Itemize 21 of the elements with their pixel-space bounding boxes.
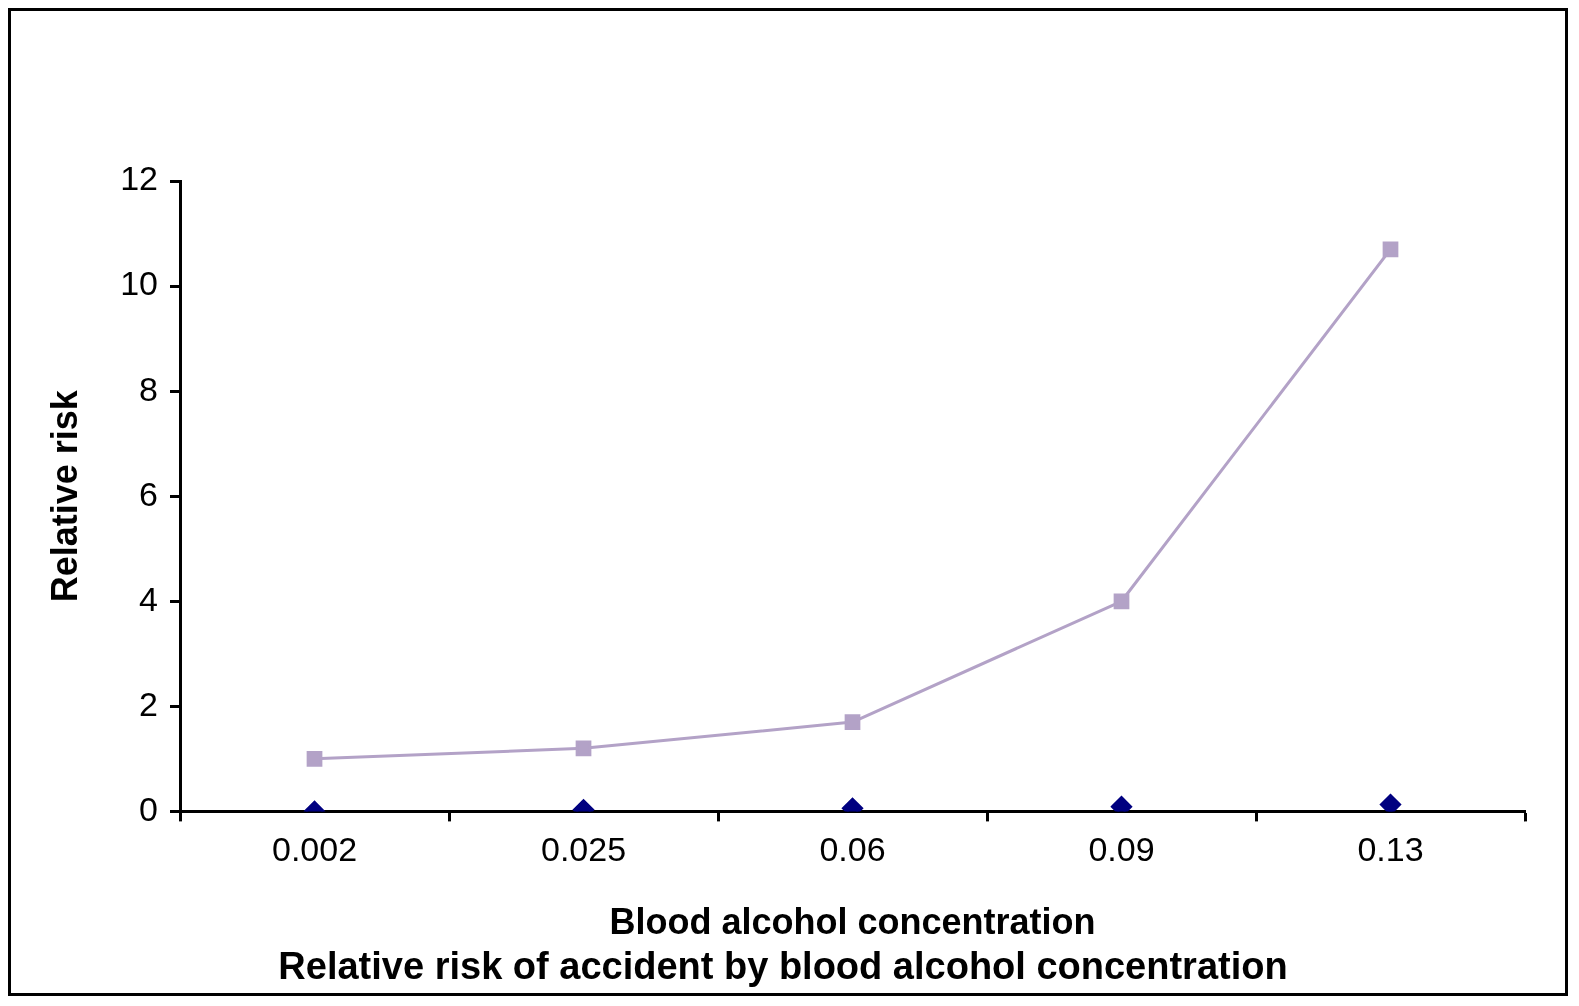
x-tick-label: 0.09 [1088, 830, 1155, 869]
point [1113, 593, 1130, 610]
text: Relative risk of accident by blood alcohol concentration [278, 944, 1288, 987]
y-tick-label: 10 [120, 264, 159, 303]
y-axis-title: Relative risk [43, 389, 85, 603]
x-tick-label: 0.025 [540, 830, 627, 869]
y-tick-label: 12 [120, 159, 159, 198]
point [1380, 794, 1401, 812]
point [844, 714, 861, 730]
y-tick-label: 2 [139, 684, 159, 723]
x-tick-label: 0.06 [819, 830, 886, 869]
x-axis-title: Blood alcohol concentration [609, 900, 1096, 942]
point [575, 740, 592, 757]
point [1382, 241, 1399, 258]
point [306, 751, 323, 767]
x-tick-label: 0.13 [1357, 830, 1424, 869]
y-tick-label: 6 [139, 474, 159, 513]
x-tick-label: 0.002 [271, 830, 358, 869]
y-tick-label: 4 [139, 579, 159, 618]
y-tick-label: 0 [139, 789, 159, 828]
y-tick-label: 8 [139, 369, 159, 408]
